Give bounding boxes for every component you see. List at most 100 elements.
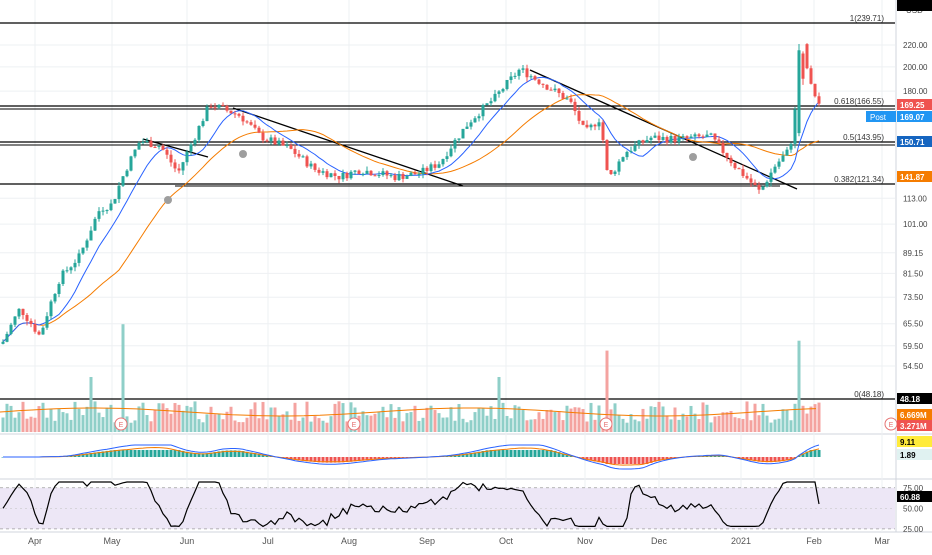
volume-bar xyxy=(142,403,145,432)
volume-bar xyxy=(442,418,445,432)
fib-level-label: 0.618(166.55) xyxy=(834,97,884,106)
volume-bar xyxy=(718,416,721,432)
volume-bar xyxy=(278,416,281,432)
volume-bar xyxy=(466,422,469,432)
volume-bar xyxy=(406,413,409,432)
candle-body xyxy=(598,122,601,126)
candle-body xyxy=(266,140,269,141)
volume-bar xyxy=(130,423,133,432)
volume-bar xyxy=(134,420,137,432)
candle-body xyxy=(70,267,73,270)
volume-bar xyxy=(818,403,821,432)
volume-bar xyxy=(478,408,481,432)
macd-histogram-bar xyxy=(614,457,617,464)
candle-body xyxy=(642,140,645,142)
volume-bar xyxy=(378,412,381,432)
candle-body xyxy=(358,171,361,174)
candle-body xyxy=(242,116,245,122)
volume-bar xyxy=(582,409,585,432)
volume-bar xyxy=(658,402,661,432)
candle-body xyxy=(118,186,121,199)
volume-bar xyxy=(146,415,149,432)
candle-body xyxy=(534,76,537,79)
candle-body xyxy=(122,176,125,186)
volume-bar xyxy=(98,413,101,432)
volume-bar xyxy=(674,407,677,432)
fib-level-label: 0.382(121.34) xyxy=(834,175,884,184)
volume-bar xyxy=(498,377,501,432)
volume-bar xyxy=(166,408,169,432)
candle-body xyxy=(458,138,461,139)
candle-body xyxy=(670,136,673,143)
macd-histogram-bar xyxy=(122,450,125,457)
volume-bar xyxy=(742,419,745,432)
candle-body xyxy=(542,84,545,85)
candle-body xyxy=(218,105,221,108)
volume-bar xyxy=(494,419,497,432)
candle-body xyxy=(582,121,585,125)
candle-body xyxy=(706,135,709,137)
macd-histogram-bar xyxy=(618,457,621,464)
volume-bar xyxy=(218,414,221,432)
candle-body xyxy=(2,342,5,344)
price-tag-post: 169.07 xyxy=(900,113,925,122)
volume-bar xyxy=(94,401,97,432)
volume-bar xyxy=(482,408,485,432)
candle-body xyxy=(38,332,41,335)
candle-body xyxy=(10,325,13,334)
x-axis-tick-label: Dec xyxy=(651,536,668,546)
earnings-marker-label: E xyxy=(119,422,124,429)
volume-bar xyxy=(78,409,81,432)
candle-body xyxy=(350,172,353,178)
candle-body xyxy=(446,156,449,159)
x-axis-tick-label: Nov xyxy=(577,536,594,546)
volume-bar xyxy=(662,406,665,432)
volume-bar xyxy=(262,402,265,432)
candle-body xyxy=(114,199,117,203)
x-axis-tick-label: Jul xyxy=(262,536,274,546)
volume-bar xyxy=(310,422,313,432)
candle-body xyxy=(626,152,629,157)
volume-bar xyxy=(230,407,233,432)
candle-body xyxy=(126,171,129,177)
volume-bar xyxy=(182,411,185,432)
candle-body xyxy=(342,173,345,179)
candle-body xyxy=(82,248,85,254)
x-axis-tick-label: Jun xyxy=(180,536,195,546)
candle-body xyxy=(146,141,149,142)
price-axis-tick-label: 220.00 xyxy=(903,41,928,50)
candle-body xyxy=(782,156,785,162)
candle-body xyxy=(282,141,285,146)
volume-bar xyxy=(454,421,457,432)
candle-body xyxy=(558,89,561,93)
volume-bar xyxy=(470,420,473,432)
candle-body xyxy=(742,169,745,176)
candle-body xyxy=(106,210,109,211)
candle-body xyxy=(682,136,685,137)
volume-bar xyxy=(22,402,25,432)
macd-histogram-bar xyxy=(546,450,549,457)
candle-body xyxy=(306,156,309,166)
volume-bar xyxy=(598,405,601,432)
candle-body xyxy=(214,107,217,108)
macd-histogram-bar xyxy=(622,457,625,464)
volume-bar xyxy=(174,403,177,432)
candle-body xyxy=(686,136,689,138)
volume-bar xyxy=(794,404,797,432)
volume-bar xyxy=(70,420,73,432)
volume-bar xyxy=(714,416,717,432)
candle-body xyxy=(422,168,425,174)
volume-bar xyxy=(806,414,809,432)
candle-body xyxy=(722,143,725,153)
volume-bar xyxy=(234,420,237,432)
candle-body xyxy=(330,173,333,177)
macd-histogram-bar xyxy=(162,450,165,457)
candle-body xyxy=(570,98,573,101)
volume-bar xyxy=(370,416,373,432)
price-tag-post-prefix: Post xyxy=(870,113,887,122)
volume-bar xyxy=(198,419,201,432)
candle-body xyxy=(490,101,493,103)
volume-bar xyxy=(26,419,29,432)
